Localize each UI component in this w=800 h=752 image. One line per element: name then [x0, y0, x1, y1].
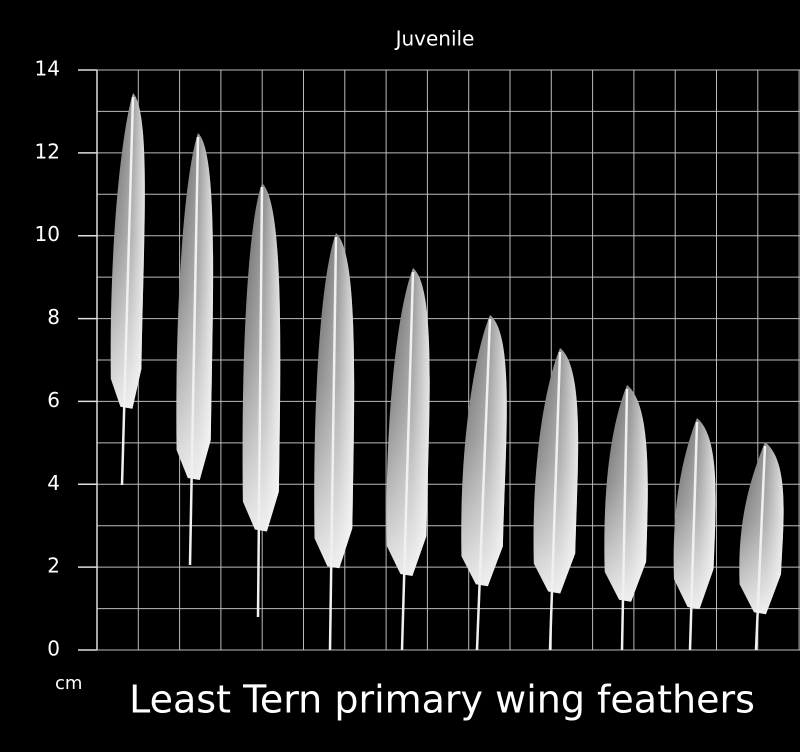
y-tick-label: 12	[35, 139, 60, 163]
feather-shaft	[400, 271, 415, 651]
labels: 0 2 4 6 8 10 12 14	[35, 57, 60, 661]
feather-shaft	[548, 351, 562, 651]
y-tick-label: 6	[47, 388, 60, 412]
feathers	[110, 93, 784, 651]
feather-shaft	[120, 96, 135, 486]
feather-shaft	[475, 318, 492, 651]
unit-label: cm	[55, 673, 82, 694]
y-tick-label: 4	[47, 471, 60, 495]
caption: Least Tern primary wing feathers	[129, 678, 755, 722]
feather-shaft	[256, 186, 264, 618]
feather-shaft	[328, 236, 338, 651]
y-tick-label: 14	[35, 57, 60, 81]
feather-shaft	[688, 421, 699, 651]
feather-shaft	[620, 388, 629, 651]
feather-shaft	[188, 136, 200, 566]
y-tick-label: 2	[47, 554, 60, 578]
y-tick-label: 0	[47, 637, 60, 661]
y-tick-label: 10	[35, 222, 60, 246]
feather-shaft	[754, 445, 767, 651]
title: Juvenile	[394, 27, 475, 51]
y-tick-label: 8	[47, 305, 60, 329]
grid	[78, 69, 800, 651]
